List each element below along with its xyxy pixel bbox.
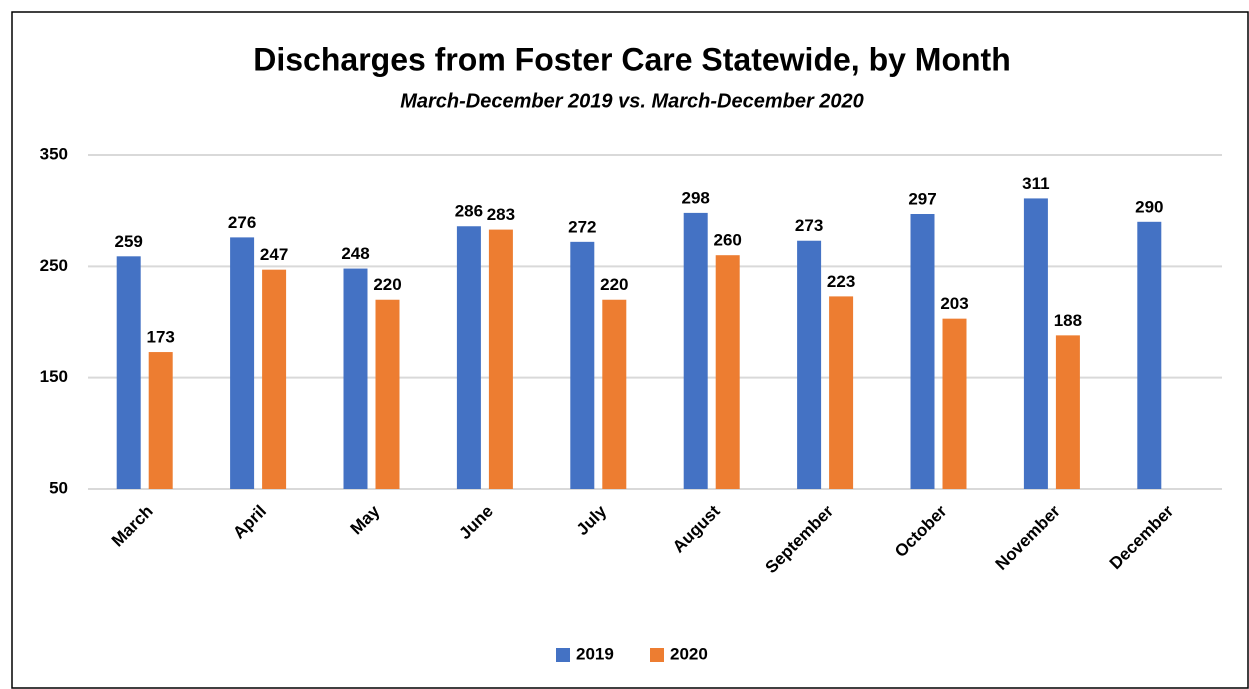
chart-title: Discharges from Foster Care Statewide, b… — [253, 41, 1011, 77]
value-label: 247 — [260, 245, 288, 264]
bar — [148, 352, 173, 489]
bar — [829, 296, 854, 489]
bar — [683, 212, 708, 490]
value-label: 283 — [487, 205, 515, 224]
bar — [116, 256, 141, 489]
value-label: 223 — [827, 272, 855, 291]
bar — [343, 268, 368, 489]
value-label: 286 — [455, 202, 483, 221]
value-label: 248 — [341, 244, 369, 263]
bar — [602, 299, 627, 489]
value-label: 188 — [1054, 311, 1082, 330]
bar — [942, 318, 967, 489]
y-tick-label: 50 — [49, 478, 68, 497]
legend-swatch — [556, 648, 570, 662]
value-label: 297 — [908, 189, 936, 208]
bar — [1023, 198, 1048, 490]
legend-label: 2020 — [670, 644, 708, 663]
value-label: 220 — [373, 275, 401, 294]
bar — [910, 214, 935, 490]
value-label: 173 — [147, 328, 175, 347]
bar — [230, 237, 255, 489]
chart-subtitle: March-December 2019 vs. March-December 2… — [400, 90, 864, 112]
value-label: 203 — [940, 294, 968, 313]
bar — [488, 229, 513, 490]
value-label: 311 — [1022, 174, 1049, 193]
bar — [1055, 335, 1080, 489]
value-label: 273 — [795, 216, 823, 235]
bar — [797, 240, 822, 489]
bar — [715, 255, 740, 489]
bar — [570, 241, 595, 489]
legend-swatch — [650, 648, 664, 662]
value-label: 290 — [1135, 197, 1163, 216]
value-label: 272 — [568, 217, 596, 236]
bar — [1137, 221, 1162, 490]
y-tick-label: 150 — [40, 367, 68, 386]
value-label: 260 — [714, 231, 742, 250]
bar — [375, 299, 400, 489]
legend-label: 2019 — [576, 644, 614, 663]
y-tick-label: 350 — [40, 144, 68, 163]
bar — [456, 226, 481, 489]
value-label: 298 — [682, 188, 710, 207]
value-label: 276 — [228, 213, 256, 232]
value-label: 220 — [600, 275, 628, 294]
value-label: 259 — [115, 232, 143, 251]
y-tick-label: 250 — [40, 256, 68, 275]
bar — [262, 269, 287, 489]
